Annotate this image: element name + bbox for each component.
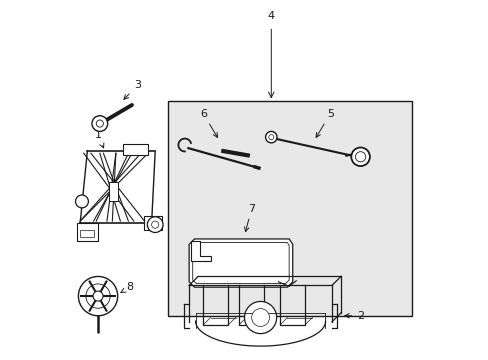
- Circle shape: [75, 195, 88, 208]
- Bar: [144, 216, 162, 230]
- Circle shape: [147, 217, 163, 233]
- Bar: [167, 102, 411, 316]
- Text: 3: 3: [123, 80, 141, 99]
- Text: 8: 8: [121, 282, 134, 292]
- Polygon shape: [190, 241, 210, 261]
- Text: 5: 5: [316, 109, 333, 138]
- Text: 7: 7: [244, 203, 255, 231]
- Text: 6: 6: [200, 109, 217, 138]
- Text: 1: 1: [94, 130, 103, 148]
- Circle shape: [78, 276, 118, 316]
- Circle shape: [93, 291, 103, 301]
- Circle shape: [251, 309, 269, 327]
- Circle shape: [265, 131, 276, 143]
- Circle shape: [244, 301, 276, 334]
- Circle shape: [92, 116, 107, 131]
- Circle shape: [96, 120, 103, 127]
- Circle shape: [151, 221, 159, 228]
- Circle shape: [268, 135, 273, 140]
- Bar: [123, 144, 148, 155]
- Circle shape: [355, 152, 365, 162]
- Bar: [80, 230, 94, 237]
- Text: 4: 4: [267, 11, 274, 21]
- Circle shape: [350, 148, 369, 166]
- Bar: [77, 223, 98, 241]
- Polygon shape: [189, 239, 292, 287]
- Text: 2: 2: [344, 311, 364, 321]
- Bar: [108, 182, 118, 202]
